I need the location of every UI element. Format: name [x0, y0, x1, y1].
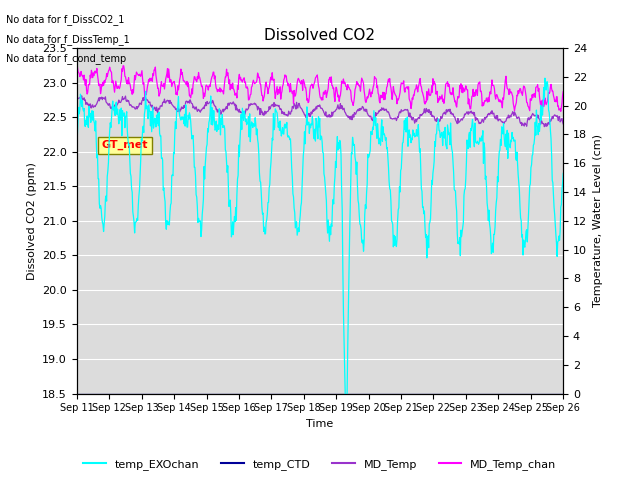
Y-axis label: Dissolved CO2 (ppm): Dissolved CO2 (ppm) — [27, 162, 36, 280]
Text: GT_met: GT_met — [102, 140, 148, 150]
Y-axis label: Temperature, Water Level (cm): Temperature, Water Level (cm) — [593, 134, 603, 307]
X-axis label: Time: Time — [307, 419, 333, 429]
Legend: temp_EXOchan, temp_CTD, MD_Temp, MD_Temp_chan: temp_EXOchan, temp_CTD, MD_Temp, MD_Temp… — [79, 455, 561, 474]
Text: No data for f_cond_temp: No data for f_cond_temp — [6, 53, 127, 64]
Text: No data for f_DissCO2_1: No data for f_DissCO2_1 — [6, 14, 125, 25]
Title: Dissolved CO2: Dissolved CO2 — [264, 28, 376, 43]
Text: No data for f_DissTemp_1: No data for f_DissTemp_1 — [6, 34, 130, 45]
